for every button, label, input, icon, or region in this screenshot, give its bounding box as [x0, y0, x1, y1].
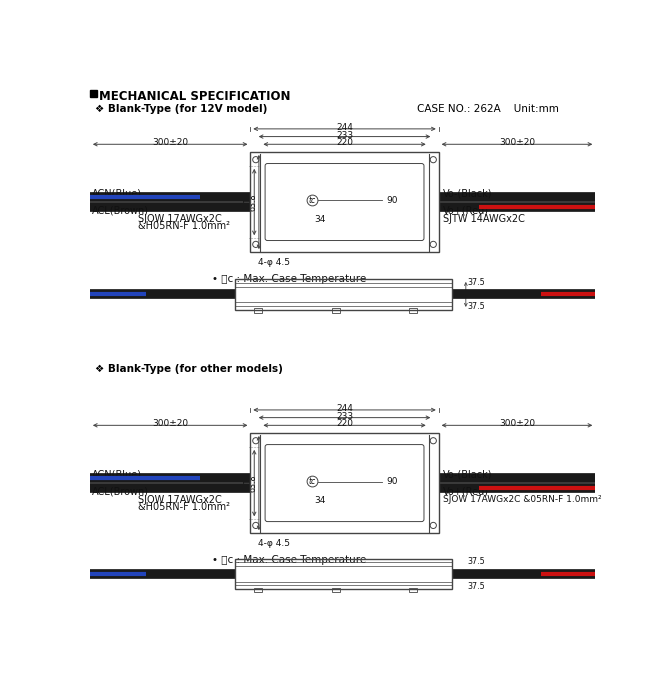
Text: 90: 90 [386, 477, 398, 486]
Text: ACL(Brown): ACL(Brown) [92, 206, 149, 216]
Text: 300±20: 300±20 [499, 138, 535, 147]
Text: SJOW 17AWGx2C &05RN-F 1.0mm²: SJOW 17AWGx2C &05RN-F 1.0mm² [443, 495, 601, 504]
Text: 4-φ 4.5: 4-φ 4.5 [258, 258, 290, 267]
Text: • Ⓣc : Max. Case Temperature: • Ⓣc : Max. Case Temperature [212, 274, 366, 284]
Text: ACL(Brown): ACL(Brown) [92, 487, 149, 497]
Text: ACN(Blue): ACN(Blue) [92, 469, 141, 480]
Text: 233: 233 [336, 412, 353, 421]
Text: 220: 220 [336, 138, 353, 147]
Text: 233: 233 [336, 131, 353, 140]
Text: &H05RN-F 1.0mm²: &H05RN-F 1.0mm² [138, 220, 230, 231]
Text: 71: 71 [244, 478, 253, 488]
Bar [409, 308, 417, 313]
Text: &H05RN-F 1.0mm²: &H05RN-F 1.0mm² [138, 502, 230, 511]
Bar [409, 588, 417, 593]
Text: SJOW 17AWGx2C: SJOW 17AWGx2C [138, 214, 222, 225]
Text: SJOW 17AWGx2C: SJOW 17AWGx2C [138, 495, 222, 506]
Text: 63.8: 63.8 [249, 474, 257, 492]
Text: 220: 220 [336, 420, 353, 429]
Text: tc: tc [309, 477, 316, 486]
Text: Vo+(Red): Vo+(Red) [443, 206, 488, 216]
Bar [254, 588, 262, 593]
Text: 63.8: 63.8 [249, 194, 257, 211]
Text: 37.5: 37.5 [468, 582, 485, 590]
Bar [235, 559, 452, 589]
Text: • Ⓣc : Max. Case Temperature: • Ⓣc : Max. Case Temperature [212, 555, 366, 565]
Text: tc: tc [309, 196, 316, 205]
Text: ❖ Blank-Type (for 12V model): ❖ Blank-Type (for 12V model) [95, 104, 268, 114]
Text: ❖ Blank-Type (for other models): ❖ Blank-Type (for other models) [95, 364, 283, 373]
Bar [332, 308, 340, 313]
Text: 37.5: 37.5 [468, 557, 485, 566]
Text: MECHANICAL SPECIFICATION: MECHANICAL SPECIFICATION [99, 90, 291, 103]
Text: 71: 71 [244, 197, 253, 207]
Text: ACN(Blue): ACN(Blue) [92, 188, 141, 198]
Text: SJTW 14AWGx2C: SJTW 14AWGx2C [443, 214, 525, 225]
Text: 244: 244 [336, 123, 353, 132]
Bar [235, 279, 452, 310]
Bar [90, 90, 97, 97]
Text: 300±20: 300±20 [499, 420, 535, 429]
Text: 90: 90 [386, 196, 398, 205]
Text: 34: 34 [315, 215, 326, 224]
Text: 244: 244 [336, 404, 353, 413]
Bar [251, 433, 439, 533]
Bar [332, 588, 340, 593]
Text: Vo+(Red): Vo+(Red) [443, 487, 488, 497]
Text: 300±20: 300±20 [152, 138, 188, 147]
Text: 37.5: 37.5 [468, 302, 485, 311]
Text: Vo-(Black): Vo-(Black) [443, 469, 492, 480]
Bar [251, 152, 439, 252]
Text: 37.5: 37.5 [468, 278, 485, 287]
Bar [254, 308, 262, 313]
Text: Vo-(Black): Vo-(Black) [443, 188, 492, 198]
Text: 300±20: 300±20 [152, 420, 188, 429]
Text: 34: 34 [315, 496, 326, 505]
Text: 4-φ 4.5: 4-φ 4.5 [258, 539, 290, 548]
Text: CASE NO.: 262A    Unit:mm: CASE NO.: 262A Unit:mm [417, 104, 559, 114]
